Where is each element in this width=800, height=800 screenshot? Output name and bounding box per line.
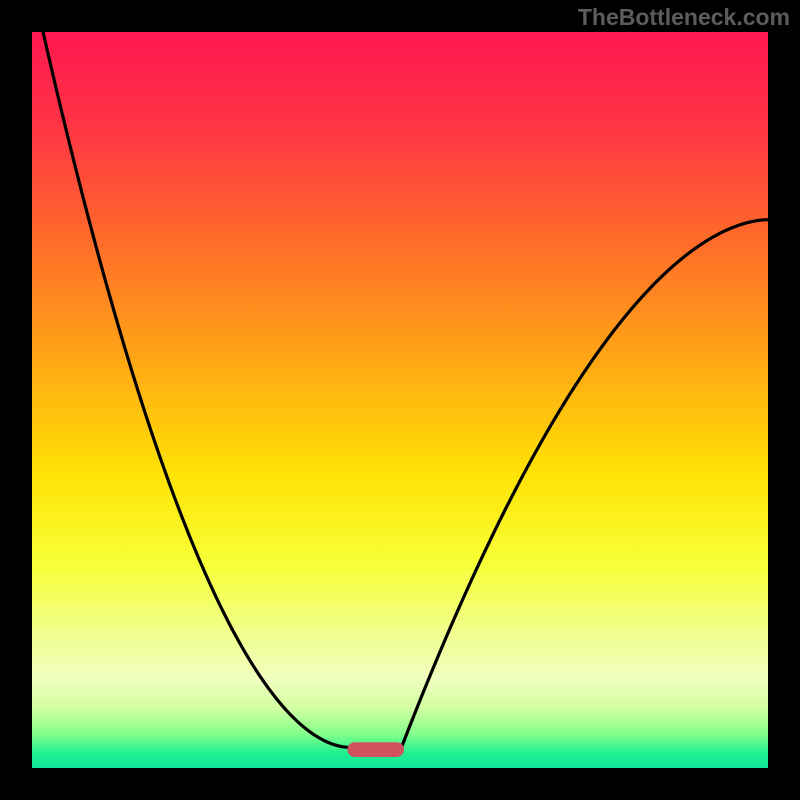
- watermark-text: TheBottleneck.com: [578, 4, 790, 31]
- optimal-marker: [347, 742, 404, 757]
- bottleneck-chart: [0, 0, 800, 800]
